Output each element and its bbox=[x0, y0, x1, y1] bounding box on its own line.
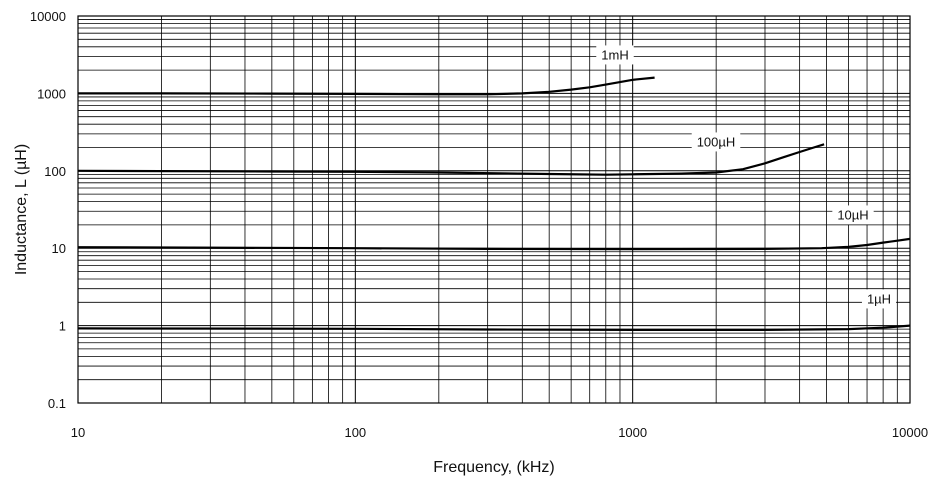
gridlines bbox=[78, 16, 910, 403]
series-label-4: 1µH bbox=[862, 289, 896, 308]
y-tick-label: 0.1 bbox=[48, 396, 66, 411]
y-tick-label: 1000 bbox=[37, 86, 66, 101]
series-label-text: 100µH bbox=[697, 134, 736, 149]
x-tick-label: 10 bbox=[71, 425, 85, 440]
series-lines bbox=[78, 78, 910, 330]
x-tick-label: 10000 bbox=[892, 425, 928, 440]
y-tick-label: 10 bbox=[52, 241, 66, 256]
y-tick-label: 10000 bbox=[30, 9, 66, 24]
x-tick-label: 100 bbox=[344, 425, 366, 440]
series-labels: 1mH 100µH 10µH 1µH bbox=[596, 45, 896, 308]
series-line-1 bbox=[78, 78, 655, 95]
series-label-text: 10µH bbox=[837, 207, 868, 222]
plot-frame bbox=[78, 16, 910, 403]
series-label-1: 1mH bbox=[596, 45, 633, 64]
tick-labels: 10 100 1000 10000 0.1 1 10 100 1000 10000 bbox=[30, 9, 928, 440]
series-label-text: 1µH bbox=[867, 291, 891, 306]
x-axis-title: Frequency, (kHz) bbox=[433, 459, 555, 476]
series-line-4 bbox=[78, 326, 910, 330]
series-label-text: 1mH bbox=[601, 47, 628, 62]
y-axis-title: Inductance, L (µH) bbox=[13, 144, 30, 275]
series-label-2: 100µH bbox=[692, 132, 741, 151]
x-tick-label: 1000 bbox=[618, 425, 647, 440]
y-tick-label: 100 bbox=[44, 164, 66, 179]
series-line-3 bbox=[78, 239, 910, 249]
series-label-3: 10µH bbox=[832, 205, 873, 224]
y-tick-label: 1 bbox=[59, 319, 66, 334]
